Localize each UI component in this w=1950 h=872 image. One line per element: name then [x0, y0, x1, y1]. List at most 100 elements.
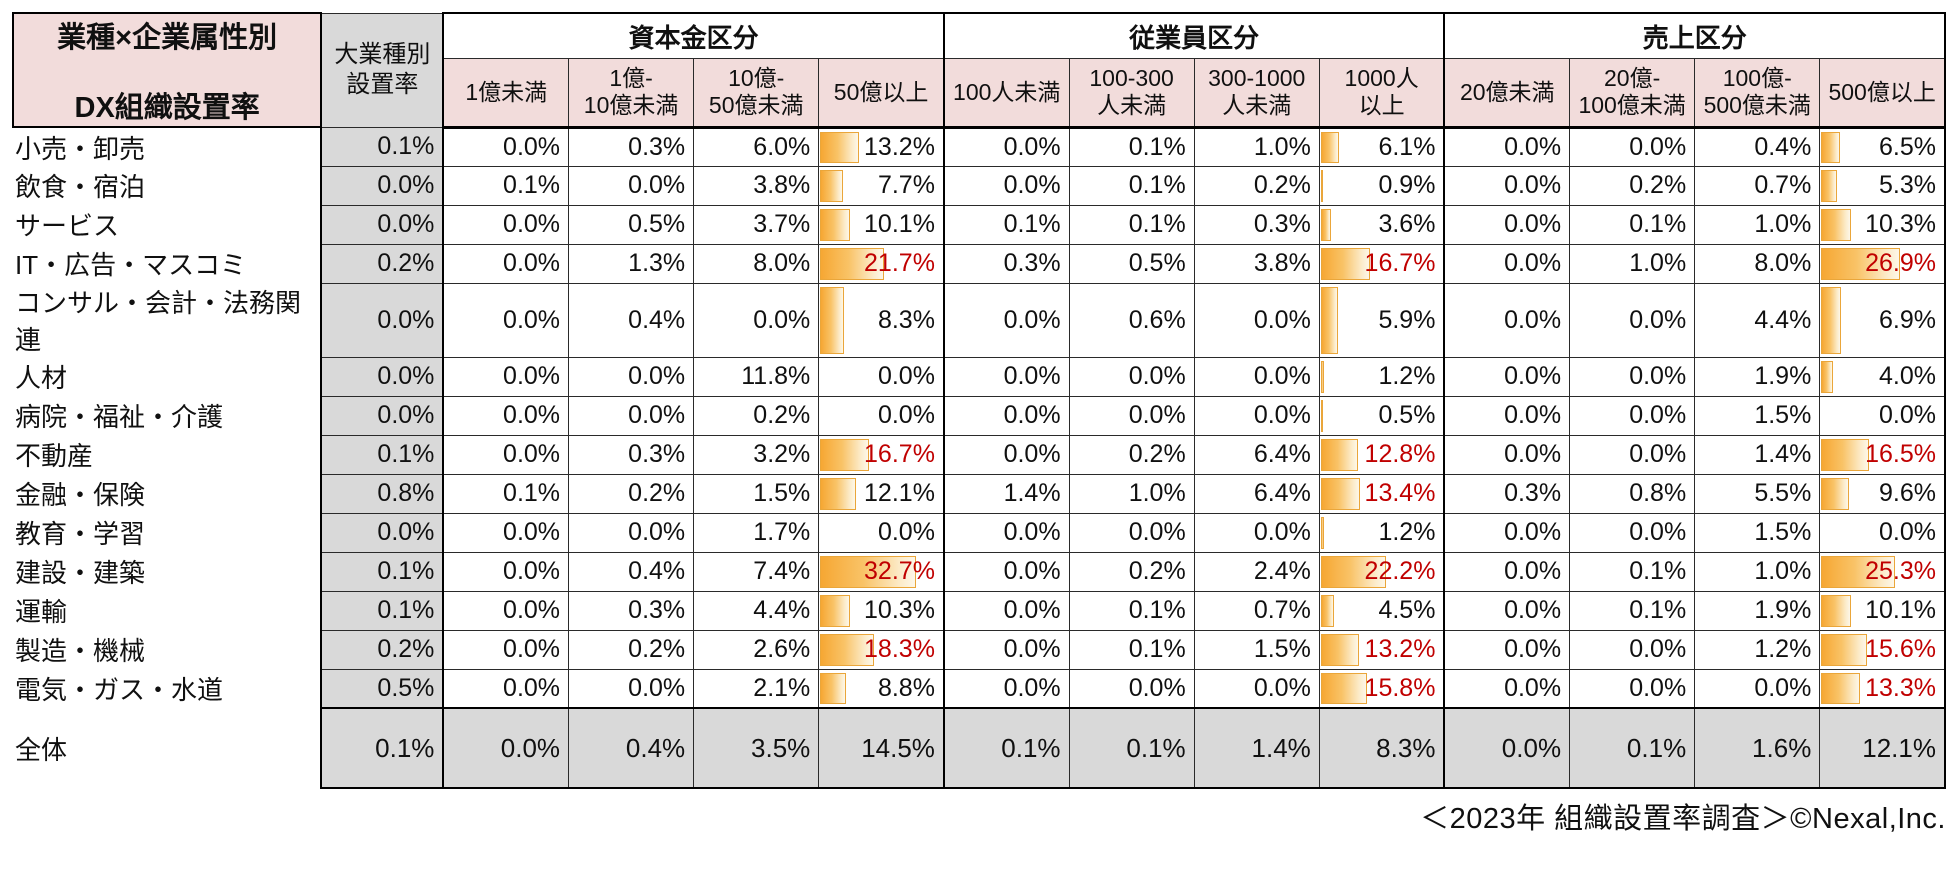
value-text: 6.5% — [1879, 132, 1936, 161]
value-data-bar — [1320, 286, 1338, 354]
overall-rate-value: 0.0% — [320, 512, 444, 553]
overall-rate-value: 0.1% — [320, 434, 444, 475]
value-cell: 9.6% — [1819, 473, 1947, 514]
value-text: 4.0% — [1879, 362, 1936, 390]
overall-rate-value: 0.0% — [320, 204, 444, 245]
value-text: 5.3% — [1879, 171, 1936, 199]
value-cell: 4.0% — [1819, 356, 1947, 397]
value-cell: 0.3% — [568, 434, 695, 475]
value-cell: 0.1% — [1068, 126, 1195, 167]
value-data-bar — [1320, 477, 1360, 510]
value-cell: 0.0% — [1443, 395, 1571, 436]
value-cell: 1.0% — [1569, 243, 1696, 284]
value-cell: 10.3% — [818, 590, 945, 631]
value-cell: 0.3% — [942, 243, 1070, 284]
value-cell: 1.2% — [1318, 512, 1445, 553]
value-text: 8.3% — [877, 305, 935, 334]
value-cell: 0.2% — [1193, 165, 1320, 206]
row-label: サービス — [13, 205, 322, 244]
value-cell: 5.9% — [1318, 282, 1445, 358]
value-cell: 1.0% — [1068, 473, 1195, 514]
value-cell: 6.0% — [693, 126, 820, 167]
value-text: 15.8% — [1364, 673, 1436, 702]
value-text: 18.3% — [864, 635, 935, 663]
value-cell: 0.0% — [568, 165, 695, 206]
value-cell: 0.3% — [568, 590, 695, 631]
corner-title-cell: 業種×企業属性別 DX組織設置率 — [11, 12, 323, 128]
value-cell: 2.1% — [693, 668, 820, 709]
value-cell: 0.0% — [1193, 356, 1320, 397]
value-cell: 1.4% — [1193, 707, 1320, 789]
value-text: 16.7% — [1364, 249, 1436, 277]
value-cell: 1.5% — [1193, 629, 1320, 670]
value-cell: 0.0% — [442, 282, 570, 358]
value-cell: 0.0% — [1068, 668, 1195, 709]
value-cell: 0.0% — [942, 126, 1070, 167]
value-cell: 0.7% — [1694, 165, 1821, 206]
value-cell: 3.7% — [693, 204, 820, 245]
value-cell: 1.0% — [1193, 126, 1320, 167]
value-data-bar — [1821, 286, 1842, 354]
value-cell: 0.0% — [818, 512, 945, 553]
value-cell: 0.2% — [1068, 434, 1195, 475]
value-cell: 15.6% — [1819, 629, 1947, 670]
sub-header-row: 1億未満 1億- 10億未満 10億- 50億未満 50億以上 100人未満 1… — [13, 58, 1947, 129]
value-data-bar — [1320, 360, 1325, 393]
value-cell: 0.0% — [442, 707, 570, 789]
table-row: 教育・学習 0.0% 0.0% 0.0% 1.7% 0.0% 0.0% 0.0% 0.0% 1.2… — [13, 512, 1947, 553]
value-data-bar — [1821, 633, 1867, 666]
value-cell: 8.8% — [818, 668, 945, 709]
value-data-bar — [1320, 169, 1324, 202]
value-cell: 0.3% — [568, 126, 695, 167]
value-cell: 0.1% — [1569, 551, 1696, 592]
value-text: 12.8% — [1364, 440, 1436, 468]
column-header: 1億- 10億未満 — [568, 58, 695, 129]
column-header: 100人未満 — [942, 58, 1070, 129]
value-cell: 0.0% — [1694, 668, 1821, 709]
value-cell: 1.9% — [1694, 356, 1821, 397]
value-cell: 1.4% — [1694, 434, 1821, 475]
value-data-bar — [820, 247, 884, 280]
value-data-bar — [820, 477, 856, 510]
table-row: IT・広告・マスコミ 0.2% 0.0% 1.3% 8.0% 21.7% 0.3% 0.5% 3… — [13, 243, 1947, 284]
value-cell: 0.0% — [1569, 512, 1696, 553]
value-cell: 0.0% — [1443, 551, 1571, 592]
value-data-bar — [1320, 633, 1360, 666]
value-text: 25.3% — [1865, 557, 1936, 585]
value-cell: 0.7% — [1193, 590, 1320, 631]
value-text: 1.2% — [1378, 362, 1436, 390]
value-cell: 0.0% — [442, 395, 570, 436]
row-label: 製造・機械 — [13, 630, 322, 669]
row-label: 電気・ガス・水道 — [13, 669, 322, 708]
value-cell: 0.0% — [568, 356, 695, 397]
value-cell: 0.0% — [1569, 629, 1696, 670]
row-label: 教育・学習 — [13, 513, 322, 552]
value-cell: 0.0% — [942, 395, 1070, 436]
value-cell: 6.1% — [1318, 126, 1445, 167]
value-cell: 13.3% — [1819, 668, 1947, 709]
value-data-bar — [1320, 208, 1332, 241]
value-cell: 8.0% — [1694, 243, 1821, 284]
value-data-bar — [1821, 169, 1837, 202]
value-text: 22.2% — [1364, 557, 1436, 585]
value-cell: 3.5% — [693, 707, 820, 789]
value-data-bar — [1320, 247, 1370, 280]
value-cell: 0.5% — [1068, 243, 1195, 284]
value-cell: 0.0% — [442, 668, 570, 709]
value-cell: 0.4% — [1694, 126, 1821, 167]
column-header: 50億以上 — [818, 58, 945, 129]
value-cell: 2.6% — [693, 629, 820, 670]
value-cell: 16.7% — [1318, 243, 1445, 284]
value-data-bar — [1320, 516, 1325, 549]
column-header: 1億未満 — [442, 58, 570, 129]
value-cell: 8.3% — [1318, 707, 1445, 789]
value-cell: 10.3% — [1819, 204, 1947, 245]
value-cell: 0.1% — [1569, 707, 1696, 789]
value-cell: 0.0% — [442, 356, 570, 397]
table-header: 業種×企業属性別 DX組織設置率 大業種別 設置率 資本金区分 従業員区分 売上… — [11, 12, 1947, 129]
value-data-bar — [1821, 672, 1861, 704]
value-text: 9.6% — [1879, 479, 1936, 507]
column-header: 300-1000 人未満 — [1193, 58, 1320, 129]
value-text: 10.1% — [864, 210, 935, 238]
row-label: IT・広告・マスコミ — [13, 244, 322, 283]
